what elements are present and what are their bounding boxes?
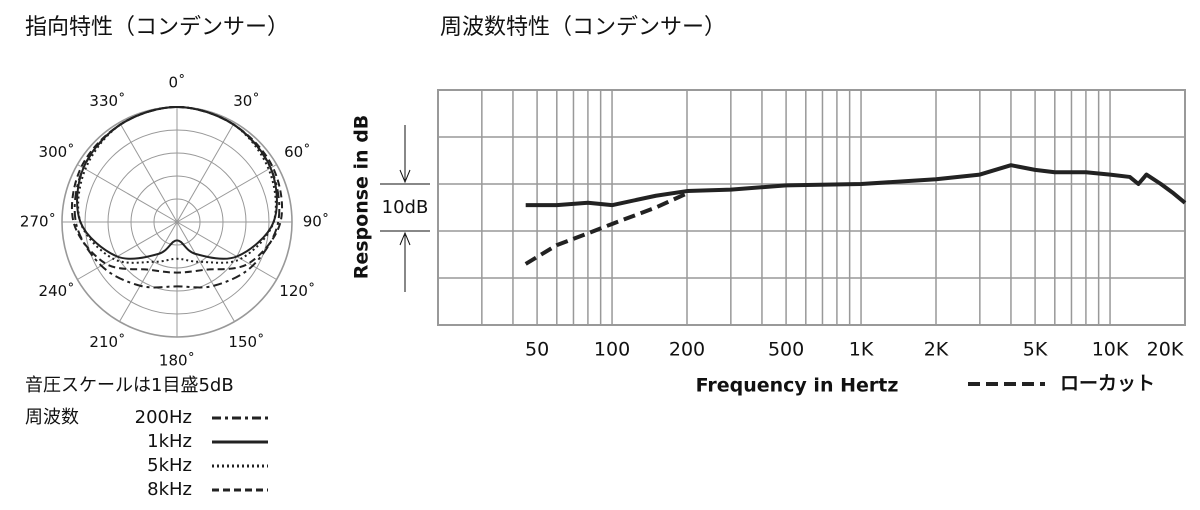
angle-label: 0˚ (168, 74, 185, 92)
x-tick-label: 50 (525, 339, 549, 361)
x-tick-label: 100 (594, 339, 630, 361)
arrow-head (399, 231, 411, 246)
legend-label: 1kHz (147, 431, 192, 452)
angle-label: 330˚ (89, 92, 125, 110)
x-tick-label: 5K (1023, 339, 1048, 361)
x-tick-label: 500 (768, 339, 804, 361)
plot-frame (437, 89, 1186, 326)
polar-title: 指向特性（コンデンサー） (25, 15, 289, 40)
spoke (77, 164, 178, 223)
spoke (119, 122, 178, 223)
x-tick-label: 200 (669, 339, 705, 361)
legend-label: 200Hz (135, 407, 192, 428)
x-axis-label: Frequency in Hertz (696, 375, 899, 397)
x-tick-label: 10K (1092, 339, 1129, 361)
response-line (524, 191, 688, 266)
x-tick-label: 20K (1147, 339, 1184, 361)
polar-curve (70, 106, 284, 274)
spoke (119, 221, 178, 322)
angle-label: 240˚ (39, 282, 75, 300)
response-line (525, 163, 1187, 208)
scale-arrows (380, 125, 430, 292)
angle-label: 30˚ (233, 92, 260, 110)
legend-label: ローカット (1060, 373, 1155, 395)
legend-label: 5kHz (147, 455, 192, 476)
legend-label: 8kHz (147, 479, 192, 500)
polar-curve (73, 106, 281, 289)
spoke (176, 122, 235, 223)
angle-label: 60˚ (284, 143, 311, 161)
polar-curve (76, 106, 278, 260)
angle-label: 270˚ (20, 213, 56, 231)
angle-label: 210˚ (89, 333, 125, 351)
polar-curve (77, 106, 277, 264)
y-axis-label: Response in dB (351, 115, 373, 280)
arrow-head (399, 169, 411, 184)
angle-label: 300˚ (39, 143, 75, 161)
spoke (176, 221, 235, 322)
x-tick-label: 1K (849, 339, 874, 361)
line-title: 周波数特性（コンデンサー） (440, 15, 726, 40)
scale-label: 10dB (382, 197, 429, 218)
angle-label: 120˚ (279, 282, 315, 300)
angle-label: 90˚ (303, 213, 330, 231)
scale-note: 音圧スケールは1目盛5dB (25, 375, 234, 396)
legend-title: 周波数 (25, 407, 79, 428)
angle-label: 180˚ (159, 352, 195, 370)
spoke (176, 164, 277, 223)
spoke (176, 221, 277, 280)
x-tick-label: 2K (924, 339, 949, 361)
spoke (77, 221, 178, 280)
angle-label: 150˚ (228, 333, 264, 351)
